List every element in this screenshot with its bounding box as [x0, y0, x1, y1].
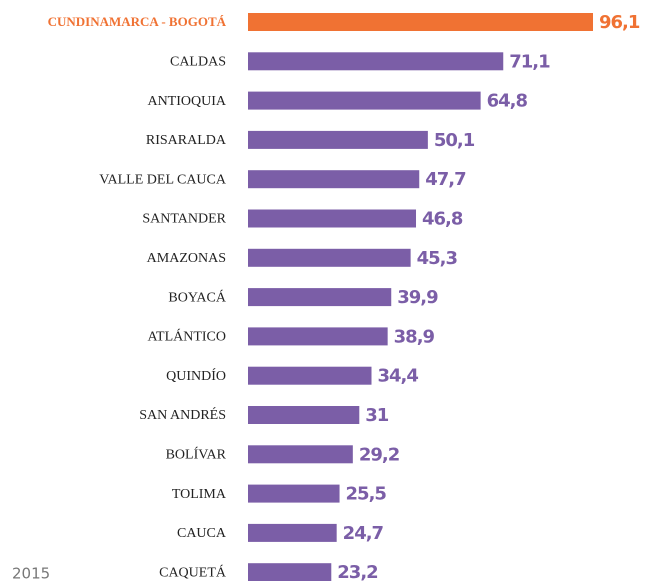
bar: [248, 130, 428, 149]
category-label: TOLIMA: [172, 487, 227, 502]
value-label: 47,7: [425, 169, 466, 190]
category-label: BOLÍVAR: [166, 446, 227, 463]
value-label: 25,5: [346, 484, 387, 505]
category-label: SAN ANDRÉS: [139, 406, 226, 423]
bar: [248, 209, 417, 228]
bar: [248, 445, 353, 464]
value-label: 38,9: [394, 326, 435, 347]
bar: [248, 406, 360, 424]
value-label: 23,2: [337, 562, 377, 581]
value-label: 46,8: [422, 209, 463, 230]
bar: [248, 288, 392, 307]
value-label: 29,2: [359, 444, 399, 465]
bar: [248, 52, 504, 71]
category-label: CUNDINAMARCA - BOGOTÁ: [48, 14, 227, 29]
bar: [248, 327, 388, 346]
bar: [248, 13, 593, 31]
value-label: 45,3: [417, 248, 458, 269]
category-label: RISARALDA: [146, 133, 227, 148]
category-label: CAUCA: [177, 526, 227, 541]
category-label: ANTIOQUIA: [147, 94, 226, 109]
category-label: QUINDÍO: [166, 367, 226, 384]
category-label: SANTANDER: [142, 212, 226, 227]
value-label: 24,7: [343, 523, 384, 544]
bar: [248, 484, 340, 503]
value-label: 71,1: [509, 51, 550, 72]
bar: [248, 563, 332, 581]
bar: [248, 523, 337, 542]
category-label: ATLÁNTICO: [147, 328, 226, 345]
bar: [248, 91, 481, 110]
category-label: AMAZONAS: [147, 251, 226, 266]
value-label: 31: [365, 405, 389, 426]
category-label: CAQUETÁ: [159, 563, 227, 580]
bar: [248, 248, 411, 267]
bar: [248, 366, 372, 385]
value-label: 64,8: [487, 91, 528, 112]
category-label: CALDAS: [170, 55, 226, 70]
value-label: 34,4: [377, 366, 418, 387]
value-label: 50,1: [434, 130, 475, 151]
bar: [248, 170, 420, 189]
category-label: BOYACÁ: [168, 288, 226, 305]
category-label: VALLE DEL CAUCA: [99, 172, 227, 187]
value-label: 96,1: [599, 12, 640, 33]
value-label: 39,9: [397, 287, 438, 308]
annotation: 2015: [12, 565, 50, 581]
